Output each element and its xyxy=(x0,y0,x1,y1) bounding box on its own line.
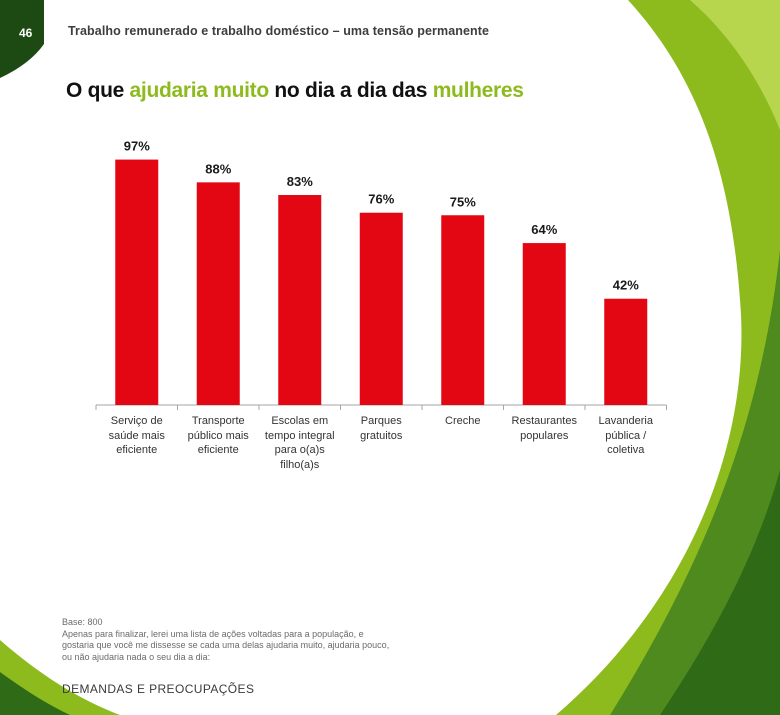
category-label: Serviço de saúde mais eficiente xyxy=(108,415,165,456)
section-label: DEMANDAS E PREOCUPAÇÕES xyxy=(62,682,255,696)
bar xyxy=(115,159,159,405)
chart-title-part: no dia a dia das xyxy=(268,79,433,102)
chart-title: O que ajudaria muito no dia a dia das mu… xyxy=(66,79,524,103)
category-label: Parques gratuitos xyxy=(360,415,403,442)
category-label: Escolas em tempo integral para o(a)s fil… xyxy=(264,415,335,471)
category-label: Creche xyxy=(445,415,481,427)
chart-title-part: O que xyxy=(66,79,130,102)
bottom-left-dark-swoosh xyxy=(0,672,70,715)
chart-title-highlight: mulheres xyxy=(432,79,524,102)
footnote-base: Base: 800 xyxy=(62,617,103,627)
bar xyxy=(441,215,485,405)
footnote: Base: 800 Apenas para finalizar, lerei u… xyxy=(62,617,392,663)
header-title: Trabalho remunerado e trabalho doméstico… xyxy=(68,24,490,38)
bar-value-label: 88% xyxy=(205,161,231,176)
right-mid-green-swoosh xyxy=(660,470,780,715)
bar-value-label: 64% xyxy=(531,222,557,237)
bar-value-label: 97% xyxy=(124,139,150,154)
category-label: Lavanderia pública / coletiva xyxy=(598,415,653,456)
chart-title-highlight: ajudaria muito xyxy=(129,79,270,102)
bar xyxy=(196,182,240,405)
bar-value-label: 76% xyxy=(368,192,394,207)
bar xyxy=(522,243,566,405)
page-number-tab xyxy=(0,0,44,78)
bar-value-label: 75% xyxy=(450,194,476,209)
bar-value-label: 42% xyxy=(613,278,639,293)
category-label: Transporte público mais eficiente xyxy=(187,415,249,456)
bar-value-label: 83% xyxy=(287,174,313,189)
bar xyxy=(604,298,648,405)
footnote-question: Apenas para finalizar, lerei uma lista d… xyxy=(62,628,390,662)
page-number: 46 xyxy=(19,26,33,40)
bar xyxy=(359,212,403,405)
bar xyxy=(278,195,322,405)
category-label: Restaurantes populares xyxy=(511,415,577,442)
right-light-green-swoosh xyxy=(690,0,780,130)
